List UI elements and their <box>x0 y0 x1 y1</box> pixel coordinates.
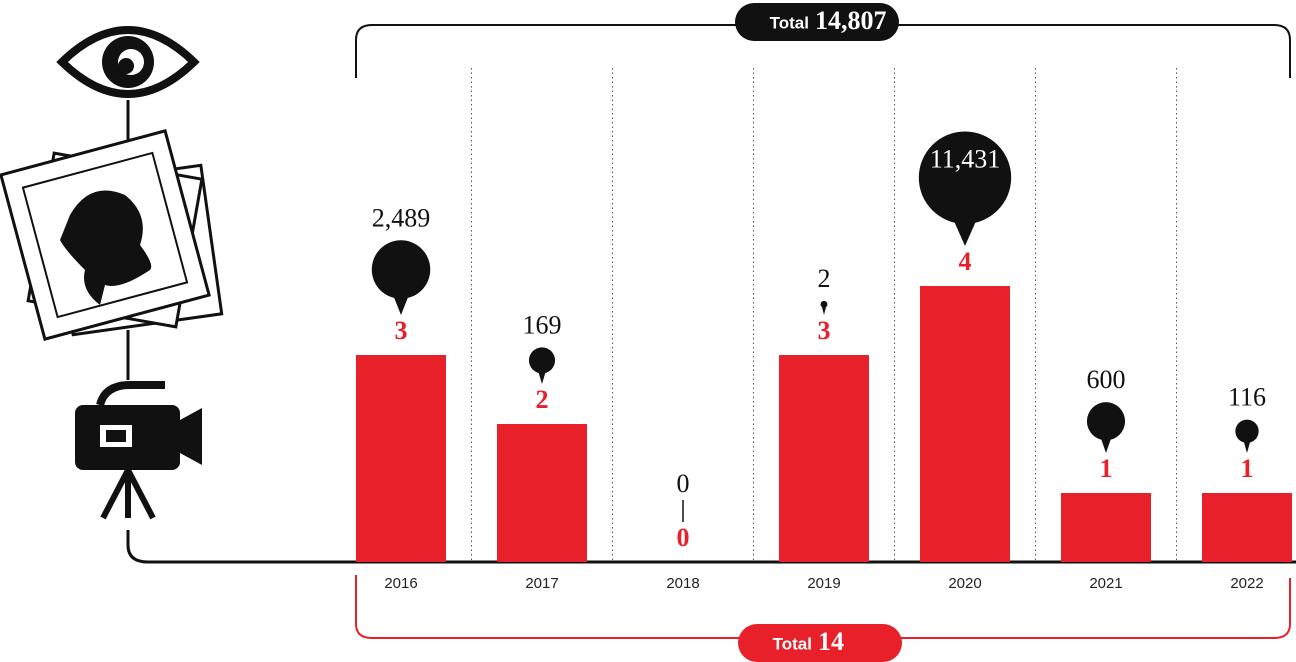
bubble <box>820 300 828 308</box>
bar <box>1061 493 1151 562</box>
bubble <box>1235 419 1259 443</box>
eye-icon <box>56 26 200 150</box>
bubble <box>1086 402 1126 441</box>
bubble-pointer <box>392 292 410 315</box>
bar-value-label: 3 <box>395 316 408 345</box>
bubble <box>528 347 556 374</box>
x-tick-label: 2018 <box>666 575 699 592</box>
x-tick-label: 2019 <box>807 575 840 592</box>
bubble-label: 169 <box>523 310 562 339</box>
bubble-pointer <box>538 370 546 384</box>
bubble-pointer <box>1100 436 1112 453</box>
bar-value-label: 2 <box>536 385 549 414</box>
bar <box>1202 493 1292 562</box>
bubble-label: 0 <box>677 469 690 498</box>
bubble-label: 600 <box>1087 365 1126 394</box>
bubble-label: 116 <box>1228 383 1266 412</box>
bubble <box>371 240 431 299</box>
bubble <box>918 131 1012 224</box>
total-pill <box>738 624 902 662</box>
total-text: Total <box>773 634 812 653</box>
bar <box>356 355 446 562</box>
bubble-pointer <box>822 307 826 315</box>
x-tick-label: 2017 <box>525 575 558 592</box>
total-value: 14,807 <box>815 6 887 35</box>
bar-value-label: 3 <box>818 316 831 345</box>
bar <box>920 286 1010 562</box>
bubble-label: 2,489 <box>372 203 431 232</box>
bar-value-label: 4 <box>959 247 972 276</box>
x-tick-label: 2022 <box>1230 575 1263 592</box>
bar-value-label: 1 <box>1100 454 1113 483</box>
x-tick-label: 2016 <box>384 575 417 592</box>
photos-icon <box>0 129 224 380</box>
bar <box>779 355 869 562</box>
bar-value-label: 1 <box>1241 454 1254 483</box>
x-tick-label: 2021 <box>1089 575 1122 592</box>
total-value: 14 <box>818 627 844 656</box>
camera-icon <box>75 381 1296 564</box>
bubble-label: 11,431 <box>930 144 1001 173</box>
bar <box>497 424 587 562</box>
bubble-label: 2 <box>818 264 831 293</box>
total-text: Total <box>770 13 809 32</box>
total-pill <box>735 3 899 41</box>
bubble-pointer <box>1243 440 1251 453</box>
bar-value-label: 0 <box>677 523 690 552</box>
x-tick-label: 2020 <box>948 575 981 592</box>
